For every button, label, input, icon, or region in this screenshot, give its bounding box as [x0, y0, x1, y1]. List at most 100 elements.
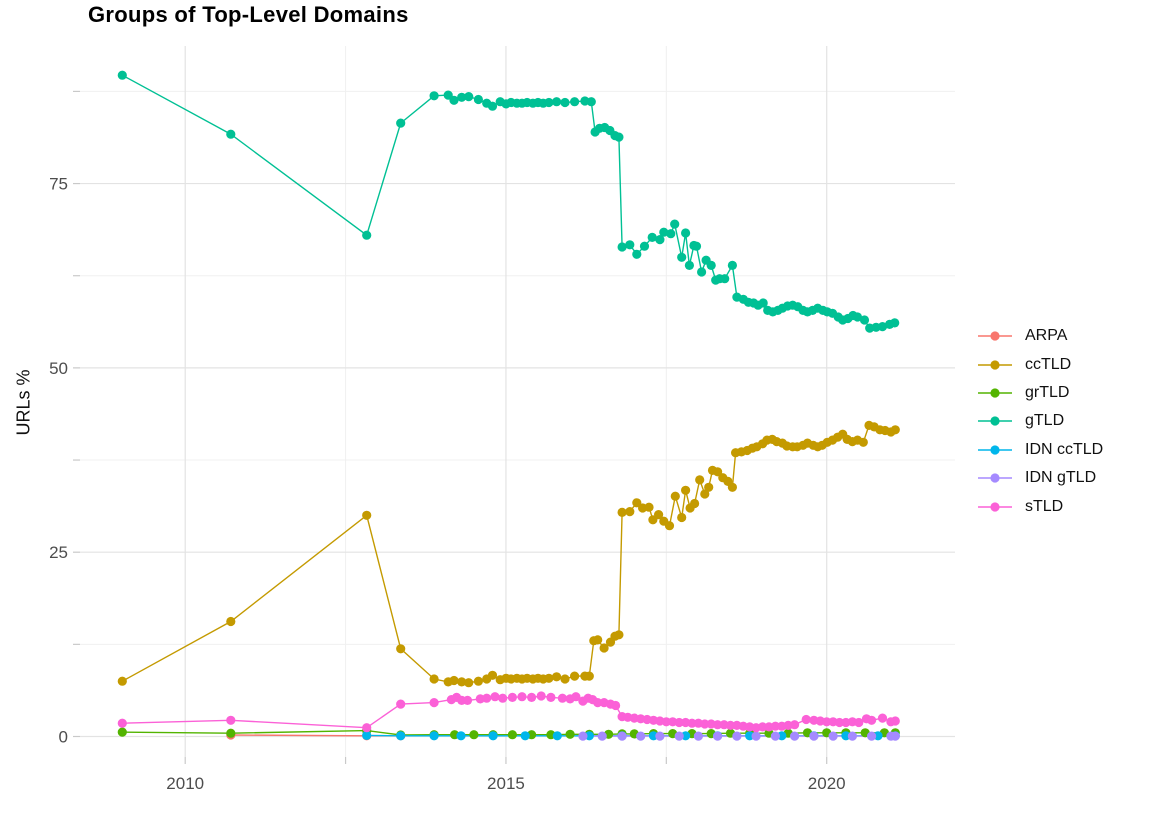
legend-item-label: gTLD: [1025, 412, 1065, 430]
data-point: [674, 731, 684, 741]
data-point: [632, 249, 642, 259]
legend-item-ccTLD: ccTLD: [978, 350, 1103, 378]
data-point: [691, 241, 702, 251]
data-point: [655, 731, 665, 741]
data-point: [487, 670, 498, 680]
data-point: [226, 129, 236, 139]
data-point: [890, 716, 900, 726]
data-point: [449, 95, 459, 105]
legend: ARPA ccTLD grTLD gTLD IDN ccTLD IDN gTLD sTLD: [978, 322, 1103, 521]
data-point: [507, 730, 517, 740]
data-point: [639, 241, 650, 251]
data-point: [614, 132, 624, 142]
series-points-gTLD: [117, 70, 900, 333]
data-point: [457, 677, 467, 687]
series-points-ccTLD: [117, 420, 900, 688]
data-point: [396, 118, 406, 128]
data-point: [429, 91, 439, 101]
data-point: [544, 97, 554, 108]
legend-key-icon: [978, 359, 1012, 370]
y-tick-labels: 0 25 50 75: [49, 175, 68, 747]
data-point: [801, 714, 811, 725]
data-point: [877, 322, 888, 332]
data-point: [457, 92, 467, 102]
data-point: [117, 676, 127, 686]
data-point: [488, 731, 498, 741]
y-tick-label: 75: [49, 175, 68, 194]
y-tick-label: 50: [49, 359, 68, 378]
series-line-gTLD: [121, 74, 895, 329]
y-tick-label: 25: [49, 543, 68, 562]
data-point: [560, 674, 570, 684]
data-point: [684, 260, 695, 270]
legend-item-label: ccTLD: [1025, 355, 1072, 373]
data-point: [560, 97, 570, 108]
data-point: [674, 717, 684, 728]
data-point: [790, 720, 800, 730]
data-point: [687, 718, 697, 728]
data-point: [617, 507, 627, 517]
data-point: [570, 97, 580, 107]
data-point: [464, 678, 474, 688]
data-point: [482, 693, 492, 703]
legend-item-ARPA: ARPA: [978, 322, 1103, 350]
data-point: [226, 728, 236, 738]
data-point: [858, 437, 868, 447]
data-point: [429, 731, 439, 741]
data-point: [770, 721, 781, 731]
data-point: [429, 698, 439, 708]
data-point: [597, 731, 607, 741]
data-point: [490, 692, 500, 702]
data-point: [599, 643, 609, 653]
legend-key-icon: [978, 501, 1012, 512]
legend-key-icon: [978, 331, 1012, 341]
data-point: [647, 232, 657, 242]
data-point: [617, 731, 627, 741]
data-point: [854, 717, 864, 728]
legend-key-icon: [978, 388, 1012, 398]
data-point: [362, 730, 372, 741]
data-point: [552, 97, 562, 107]
legend-item-label: sTLD: [1025, 497, 1064, 515]
data-point: [670, 219, 680, 229]
data-point: [517, 692, 527, 702]
data-point: [429, 674, 439, 684]
data-point: [706, 260, 716, 270]
axis-ticks: [73, 90, 828, 764]
data-point: [809, 731, 819, 741]
data-point: [890, 731, 900, 741]
data-point: [636, 731, 646, 741]
data-point: [520, 731, 530, 741]
legend-item-gTLD: gTLD: [978, 407, 1103, 435]
data-point: [758, 722, 768, 732]
data-point: [456, 731, 466, 741]
data-point: [695, 475, 705, 485]
data-point: [659, 227, 669, 237]
data-point: [362, 230, 372, 240]
data-point: [557, 693, 568, 703]
data-point: [586, 97, 596, 107]
data-point: [704, 482, 714, 492]
data-point: [396, 699, 406, 709]
x-tick-label: 2020: [808, 774, 846, 793]
data-point: [552, 672, 562, 682]
series-points: [117, 70, 900, 741]
data-point: [464, 92, 474, 102]
legend-item-sTLD: sTLD: [978, 492, 1103, 520]
data-point: [487, 101, 498, 111]
legend-key-icon: [978, 473, 1012, 483]
data-point: [644, 502, 654, 512]
data-point: [578, 731, 588, 741]
data-point: [700, 719, 710, 729]
data-point: [396, 731, 406, 741]
data-point: [617, 242, 627, 252]
data-point: [727, 260, 738, 270]
data-point: [758, 298, 768, 308]
data-point: [725, 720, 736, 731]
legend-item-IDN-gTLD: IDN gTLD: [978, 464, 1103, 492]
data-point: [593, 635, 603, 645]
data-point: [713, 467, 723, 477]
data-point: [732, 731, 742, 741]
